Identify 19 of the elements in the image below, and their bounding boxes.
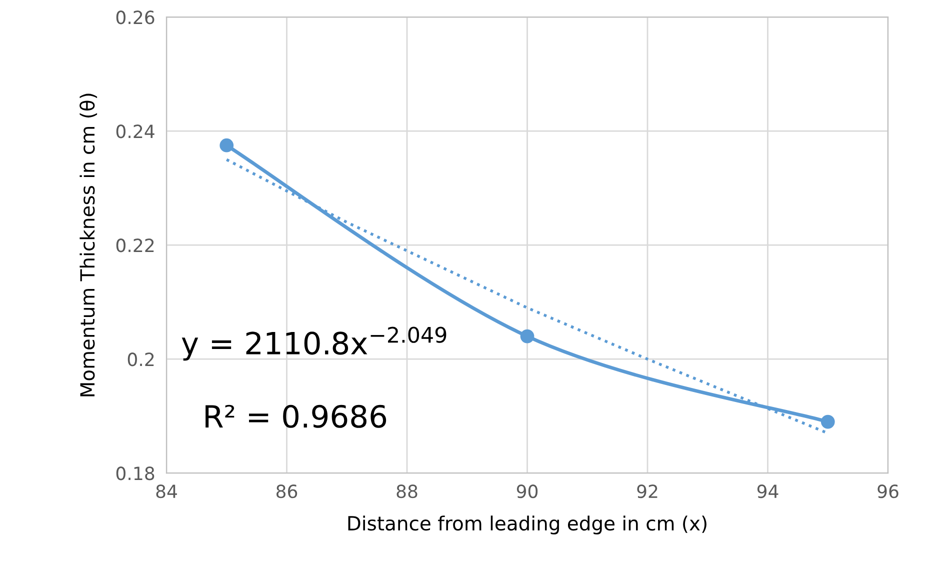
x-tick-label: 88 (396, 484, 418, 498)
x-tick-label: 94 (757, 484, 778, 498)
y-tick-label: 0.24 (116, 124, 154, 138)
annotation: y = 2110.8x$^{−2.049}$ (182, 326, 446, 361)
y-tick-label: 0.2 (128, 352, 154, 366)
x-tick-label: 96 (878, 484, 898, 498)
point (220, 138, 234, 152)
x-tick-label: 86 (276, 484, 298, 498)
y-tick-label: 0.26 (116, 10, 154, 24)
point (520, 329, 534, 344)
y-tick-label: 0.18 (116, 466, 154, 480)
annotation: R² = 0.9686 (206, 404, 386, 428)
y-tick-label: 0.22 (116, 238, 154, 252)
x-tick-label: 90 (516, 484, 538, 498)
point (820, 414, 835, 429)
x-axis-title: Distance from leading edge in cm (x) (348, 516, 706, 534)
y-axis-title: Momentum Thickness in cm (θ) (80, 94, 98, 396)
x-tick-label: 92 (637, 484, 658, 498)
x-tick-label: 84 (156, 484, 177, 498)
